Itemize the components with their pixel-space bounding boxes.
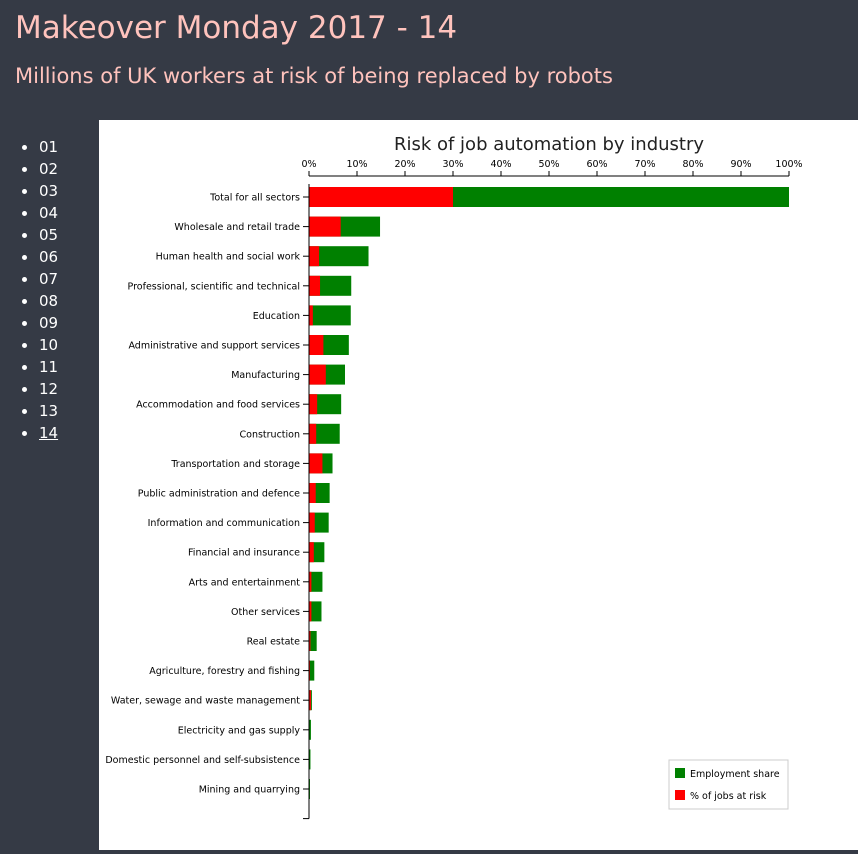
- nav-item: 08: [0, 290, 99, 312]
- bar-jobs-at-risk: [309, 187, 453, 207]
- bar-jobs-at-risk: [309, 513, 315, 533]
- chart-title: Risk of job automation by industry: [394, 134, 704, 155]
- y-tick-label: Accommodation and food services: [136, 400, 300, 411]
- y-tick-label: Real estate: [247, 637, 301, 648]
- nav-link-09[interactable]: 09: [39, 314, 58, 332]
- x-tick-label: 100%: [775, 159, 802, 170]
- x-tick-label: 70%: [634, 159, 655, 170]
- x-tick-label: 20%: [394, 159, 415, 170]
- y-tick-label: Financial and insurance: [188, 548, 300, 559]
- nav-item: 04: [0, 202, 99, 224]
- y-tick-label: Arts and entertainment: [189, 577, 301, 588]
- bar-jobs-at-risk: [309, 305, 313, 325]
- y-tick-label: Total for all sectors: [209, 193, 300, 204]
- y-tick-label: Education: [253, 311, 300, 322]
- y-tick-label: Water, sewage and waste management: [111, 696, 300, 707]
- nav-item: 05: [0, 224, 99, 246]
- week-nav-list: 01 02 03 04 05 06 07 08 09 10 11 12 13 14: [0, 136, 99, 444]
- y-tick-label: Other services: [231, 607, 300, 618]
- nav-link-08[interactable]: 08: [39, 292, 58, 310]
- nav-item: 06: [0, 246, 99, 268]
- nav-item: 01: [0, 136, 99, 158]
- x-axis: 0% 10% 20% 30% 40% 50% 60% 70% 80% 90% 100%: [301, 159, 802, 176]
- legend-swatch: [675, 790, 685, 800]
- bar-employment-share: [309, 305, 351, 325]
- nav-link-02[interactable]: 02: [39, 160, 58, 178]
- bar-jobs-at-risk: [309, 276, 320, 296]
- nav-item: 13: [0, 400, 99, 422]
- y-tick-label: Electricity and gas supply: [178, 725, 301, 736]
- bars: [309, 187, 789, 799]
- y-tick-label: Administrative and support services: [128, 341, 300, 352]
- y-tick-label: Wholesale and retail trade: [174, 222, 300, 233]
- nav-link-05[interactable]: 05: [39, 226, 58, 244]
- y-tick-label: Information and communication: [148, 518, 300, 529]
- nav-item: 12: [0, 378, 99, 400]
- bar-jobs-at-risk: [309, 424, 316, 444]
- nav-item: 11: [0, 356, 99, 378]
- legend-swatch: [675, 768, 685, 778]
- nav-link-07[interactable]: 07: [39, 270, 58, 288]
- page-title: Makeover Monday 2017 - 14: [15, 10, 457, 46]
- legend-label: % of jobs at risk: [690, 791, 767, 802]
- chart-legend: Employment share % of jobs at risk: [669, 760, 788, 809]
- y-tick-label: Domestic personnel and self-subsistence: [105, 755, 300, 766]
- y-tick-label: Agriculture, forestry and fishing: [149, 666, 300, 677]
- x-tick-label: 80%: [682, 159, 703, 170]
- x-tick-label: 0%: [301, 159, 316, 170]
- legend-label: Employment share: [690, 769, 780, 780]
- y-tick-label: Human health and social work: [156, 252, 301, 263]
- nav-link-04[interactable]: 04: [39, 204, 58, 222]
- nav-item: 03: [0, 180, 99, 202]
- y-tick-label: Public administration and defence: [138, 489, 300, 500]
- bar-jobs-at-risk: [309, 246, 319, 266]
- chart-panel: Risk of job automation by industry 0% 10%…: [99, 120, 858, 850]
- nav-link-14[interactable]: 14: [39, 424, 58, 442]
- nav-item: 09: [0, 312, 99, 334]
- nav-item: 02: [0, 158, 99, 180]
- nav-item: 14: [0, 422, 99, 444]
- nav-link-03[interactable]: 03: [39, 182, 58, 200]
- week-nav: 01 02 03 04 05 06 07 08 09 10 11 12 13 14: [0, 136, 99, 444]
- y-tick-label: Professional, scientific and technical: [128, 281, 300, 292]
- x-tick-label: 40%: [490, 159, 511, 170]
- y-tick-label: Manufacturing: [231, 370, 300, 381]
- bar-jobs-at-risk: [309, 365, 326, 385]
- bar-jobs-at-risk: [309, 542, 314, 562]
- y-tick-label: Construction: [240, 429, 301, 440]
- nav-link-06[interactable]: 06: [39, 248, 58, 266]
- nav-link-11[interactable]: 11: [39, 358, 58, 376]
- bar-jobs-at-risk: [309, 217, 341, 237]
- page-subtitle: Millions of UK workers at risk of being …: [15, 64, 613, 88]
- x-tick-label: 90%: [730, 159, 751, 170]
- nav-item: 10: [0, 334, 99, 356]
- x-tick-label: 10%: [346, 159, 367, 170]
- nav-link-01[interactable]: 01: [39, 138, 58, 156]
- bar-jobs-at-risk: [309, 483, 316, 503]
- automation-risk-chart: Risk of job automation by industry 0% 10%…: [99, 120, 858, 850]
- x-tick-label: 60%: [586, 159, 607, 170]
- y-tick-label: Transportation and storage: [170, 459, 300, 470]
- bar-jobs-at-risk: [309, 394, 317, 414]
- y-axis: Total for all sectors Wholesale and retai…: [105, 184, 309, 819]
- bar-jobs-at-risk: [309, 453, 322, 473]
- nav-link-12[interactable]: 12: [39, 380, 58, 398]
- nav-link-13[interactable]: 13: [39, 402, 58, 420]
- y-tick-label: Mining and quarrying: [199, 785, 300, 796]
- page-header: Makeover Monday 2017 - 14 Millions of UK…: [0, 0, 858, 120]
- bar-jobs-at-risk: [309, 335, 323, 355]
- nav-link-10[interactable]: 10: [39, 336, 58, 354]
- nav-item: 07: [0, 268, 99, 290]
- x-tick-label: 50%: [538, 159, 559, 170]
- x-tick-label: 30%: [442, 159, 463, 170]
